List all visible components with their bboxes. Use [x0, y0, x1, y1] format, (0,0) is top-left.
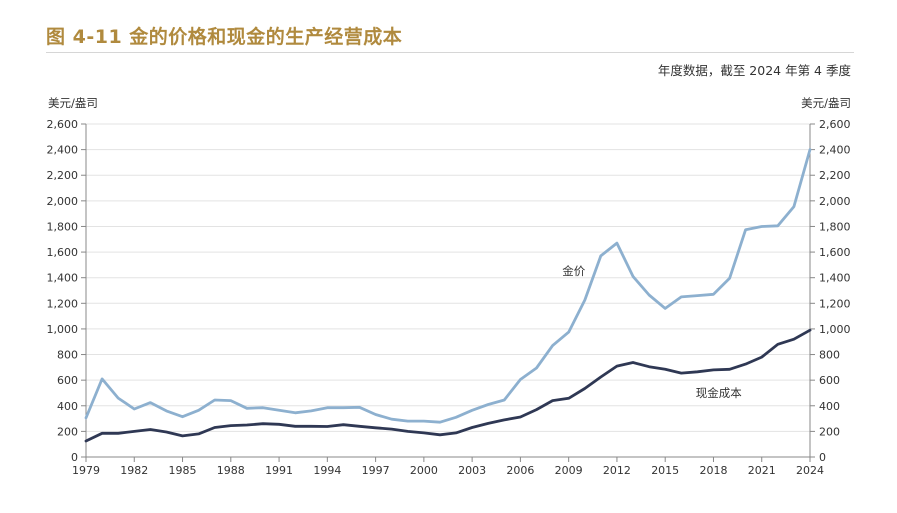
x-tick-label: 1991 — [265, 464, 293, 477]
y-tick-label-left: 1,400 — [47, 272, 79, 285]
y-tick-label-right: 1,400 — [819, 272, 851, 285]
y-tick-label-right: 2,600 — [819, 118, 851, 131]
x-tick-label: 1982 — [120, 464, 148, 477]
x-tick-label: 1979 — [72, 464, 100, 477]
y-tick-label-right: 400 — [819, 400, 840, 413]
x-tick-label: 2024 — [796, 464, 824, 477]
cash-cost-line — [84, 328, 812, 443]
y-tick-label-left: 2,600 — [47, 118, 79, 131]
y-tick-label-left: 200 — [57, 425, 78, 438]
y-tick-label-left: 1,200 — [47, 297, 79, 310]
y-tick-label-right: 2,000 — [819, 195, 851, 208]
y-tick-label-left: 800 — [57, 349, 78, 362]
x-tick-label: 2000 — [410, 464, 438, 477]
chart-series — [84, 148, 812, 443]
x-tick-label: 1994 — [313, 464, 341, 477]
x-tick-label: 1988 — [217, 464, 245, 477]
gold-price-line — [84, 148, 812, 424]
y-tick-label-left: 400 — [57, 400, 78, 413]
y-tick-label-left: 1,800 — [47, 220, 79, 233]
x-tick-label: 2003 — [458, 464, 486, 477]
gold-price-label: 金价 — [562, 264, 585, 278]
y-tick-label-right: 600 — [819, 374, 840, 387]
right-axis-unit: 美元/盎司 — [801, 96, 851, 110]
x-tick-label: 2006 — [506, 464, 534, 477]
title-divider — [46, 52, 854, 53]
y-tick-label-right: 2,400 — [819, 144, 851, 157]
y-tick-label-right: 0 — [819, 451, 826, 464]
x-tick-label: 2012 — [603, 464, 631, 477]
y-tick-label-right: 800 — [819, 349, 840, 362]
chart-subtitle: 年度数据，截至 2024 年第 4 季度 — [657, 63, 851, 78]
y-tick-label-left: 0 — [71, 451, 78, 464]
y-tick-label-left: 1,000 — [47, 323, 79, 336]
y-tick-label-left: 2,400 — [47, 144, 79, 157]
y-tick-label-right: 200 — [819, 425, 840, 438]
y-tick-label-right: 1,800 — [819, 220, 851, 233]
left-axis-unit: 美元/盎司 — [48, 96, 98, 110]
y-tick-label-right: 1,000 — [819, 323, 851, 336]
y-tick-label-left: 1,600 — [47, 246, 79, 259]
cash-cost-label: 现金成本 — [696, 386, 742, 400]
y-tick-label-right: 1,200 — [819, 297, 851, 310]
x-tick-label: 2018 — [699, 464, 727, 477]
x-tick-label: 1985 — [169, 464, 197, 477]
chart-title: 图 4-11 金的价格和现金的生产经营成本 — [46, 26, 403, 48]
y-tick-label-left: 2,000 — [47, 195, 79, 208]
y-tick-label-right: 1,600 — [819, 246, 851, 259]
y-tick-label-right: 2,200 — [819, 169, 851, 182]
x-tick-label: 1997 — [362, 464, 390, 477]
chart-axes: 0 0 200 200 400 400 600 600 800 800 1,000 1,000 1,20… — [47, 118, 851, 477]
x-tick-label: 2015 — [651, 464, 679, 477]
y-tick-label-left: 600 — [57, 374, 78, 387]
x-tick-label: 2021 — [748, 464, 776, 477]
y-tick-label-left: 2,200 — [47, 169, 79, 182]
x-tick-label: 2009 — [555, 464, 583, 477]
